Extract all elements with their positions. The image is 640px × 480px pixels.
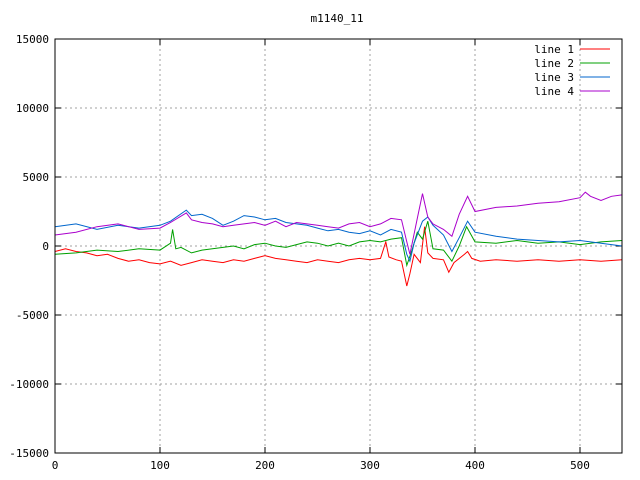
y-tick-label: 15000 — [16, 33, 49, 46]
y-tick-label: 0 — [42, 240, 49, 253]
grid-lines — [55, 39, 622, 453]
y-tick-label: 10000 — [16, 102, 49, 115]
x-tick-label: 500 — [570, 459, 590, 472]
series-line-2 — [54, 221, 623, 268]
plot-frame — [54, 38, 623, 454]
y-tick-label: 5000 — [23, 171, 50, 184]
x-tick-label: 100 — [150, 459, 170, 472]
series-lines — [54, 191, 623, 287]
x-tick-label: 300 — [360, 459, 380, 472]
legend-label-1: line 1 — [534, 43, 574, 56]
series-line-1 — [54, 226, 623, 287]
series-line-3 — [54, 209, 623, 263]
legend-label-2: line 2 — [534, 57, 574, 70]
series-line-4 — [54, 191, 623, 255]
y-tick-label: -5000 — [16, 309, 49, 322]
legend-label-4: line 4 — [534, 85, 574, 98]
y-tick-label: -10000 — [9, 378, 49, 391]
legend-label-3: line 3 — [534, 71, 574, 84]
x-tick-label: 0 — [52, 459, 59, 472]
x-tick-label: 400 — [465, 459, 485, 472]
x-tick-label: 200 — [255, 459, 275, 472]
chart-title: m1140_11 — [311, 12, 364, 25]
y-axis-ticks: -15000 -10000 -5000 0 5000 10000 15000 — [9, 33, 622, 460]
x-axis-ticks: 0 100 200 300 400 500 — [52, 39, 590, 472]
y-tick-label: -15000 — [9, 447, 49, 460]
